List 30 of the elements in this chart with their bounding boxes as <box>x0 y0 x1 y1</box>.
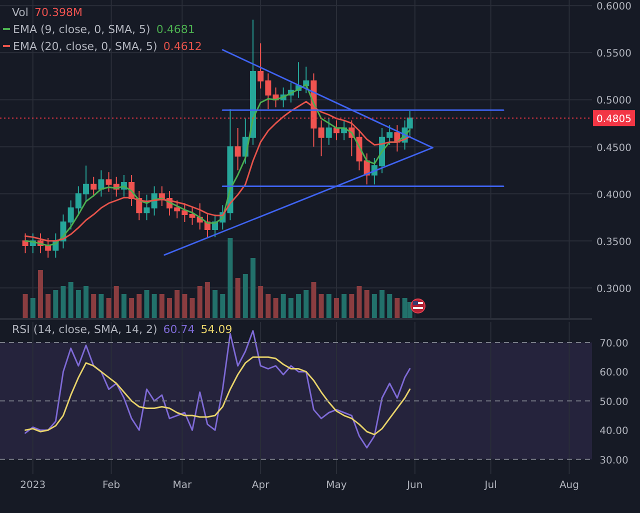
legend-label: EMA (9, close, 0, SMA, 5) <box>13 23 150 36</box>
annotation: 0.4681 <box>156 23 195 36</box>
annotation: 70.398M <box>34 6 82 19</box>
y-tick-label: 0.3500 <box>596 236 632 248</box>
y-tick-label: 30.00 <box>600 455 628 466</box>
y-tick-label: 0.3000 <box>596 284 632 295</box>
y-tick-label: 70.00 <box>600 338 628 350</box>
x-tick-label: Feb <box>102 480 120 491</box>
legend-label: EMA (20, close, 0, SMA, 5) <box>13 40 158 53</box>
annotation: 0.4612 <box>163 40 202 53</box>
annotation: 60.74 <box>163 323 195 336</box>
x-tick-label: Jun <box>406 480 423 491</box>
y-tick-label: 0.5500 <box>596 48 632 60</box>
y-tick-label: 0.6000 <box>596 2 632 13</box>
y-tick-label: 0.4000 <box>596 190 632 201</box>
x-tick-label: Mar <box>172 480 192 491</box>
y-tick-label: 0.4500 <box>596 142 632 154</box>
y-tick-label: 40.00 <box>600 426 628 438</box>
y-tick-label: 50.00 <box>600 396 628 408</box>
x-tick-label: Apr <box>252 480 270 491</box>
y-tick-label: 60.00 <box>600 368 628 379</box>
x-tick-label: 2023 <box>20 480 46 491</box>
ref-line-label: 0.4805 <box>596 114 632 126</box>
annotation: 54.09 <box>200 323 232 336</box>
x-tick-label: Aug <box>559 480 579 491</box>
x-tick-label: Jul <box>484 480 497 491</box>
chart-title: RSI (14, close, SMA, 14, 2) <box>12 323 158 336</box>
y-tick-label: 0.5000 <box>596 96 632 107</box>
x-tick-label: May <box>326 480 347 491</box>
chart-title: Vol <box>12 6 28 19</box>
